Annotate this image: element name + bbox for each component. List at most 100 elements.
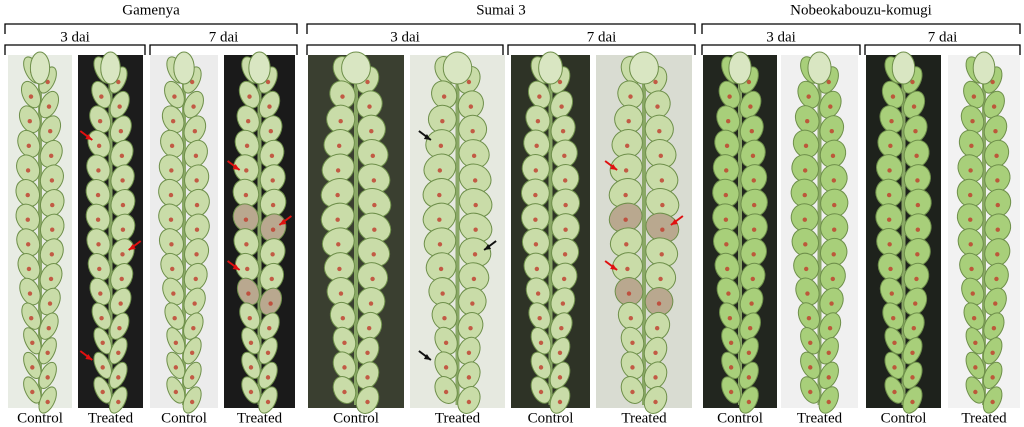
spot: [191, 325, 196, 331]
spot: [95, 217, 101, 222]
spot: [995, 252, 1000, 257]
spot: [724, 143, 730, 149]
spot: [116, 79, 121, 85]
spot: [831, 178, 837, 183]
spot: [471, 276, 477, 282]
spot: [915, 178, 920, 183]
spot: [189, 375, 195, 380]
spot: [750, 153, 756, 159]
spot: [659, 178, 665, 183]
spot: [193, 153, 199, 159]
spot: [442, 315, 447, 321]
panel-label: Control: [161, 410, 207, 426]
spot: [120, 178, 125, 183]
spot: [270, 227, 276, 232]
arrow-head: [279, 219, 287, 225]
spot: [971, 315, 977, 321]
spot: [562, 153, 567, 159]
spot: [466, 79, 472, 85]
spot: [653, 375, 658, 380]
panel-label: Treated: [621, 410, 667, 426]
panel-label: Control: [17, 410, 63, 426]
timepoint-bracket: [306, 44, 504, 55]
spot: [534, 143, 539, 149]
spot: [268, 129, 274, 134]
spot: [468, 325, 473, 331]
spikelet-center: [29, 51, 51, 85]
spikelet-center: [341, 51, 371, 85]
spot: [888, 266, 893, 272]
timepoint-label: 3 dai: [766, 29, 796, 45]
spot: [995, 202, 1000, 208]
spot: [910, 79, 915, 85]
spot: [100, 340, 105, 345]
spot: [45, 375, 50, 380]
spot: [746, 375, 752, 380]
spot: [826, 399, 831, 405]
spot: [95, 192, 101, 198]
spot: [96, 242, 101, 247]
spot: [660, 227, 665, 232]
spot: [990, 350, 995, 355]
spot: [995, 227, 1000, 232]
spot: [630, 389, 635, 395]
spot: [910, 350, 915, 355]
spot: [749, 129, 754, 134]
spot: [45, 399, 50, 405]
spot: [911, 104, 917, 109]
spot: [728, 389, 734, 395]
arrow-head: [610, 264, 618, 270]
spot: [369, 129, 374, 134]
spot: [830, 153, 836, 159]
spot: [244, 143, 250, 149]
spot: [168, 192, 174, 198]
spot: [194, 252, 199, 257]
spot: [248, 365, 254, 370]
spot: [170, 266, 175, 272]
spot: [247, 94, 252, 99]
spot: [194, 178, 199, 183]
spot: [338, 291, 344, 296]
spot: [267, 104, 272, 109]
spot: [243, 217, 249, 222]
spot: [243, 192, 249, 198]
spot: [726, 291, 731, 296]
spot: [829, 129, 834, 134]
spot: [891, 315, 896, 321]
spot: [443, 365, 449, 370]
arrow-head: [85, 134, 93, 140]
spot: [623, 168, 629, 173]
spot: [805, 291, 810, 296]
spot: [245, 266, 250, 272]
spot: [657, 129, 662, 134]
spot: [658, 276, 663, 282]
spot: [534, 266, 540, 272]
spot: [995, 178, 1000, 183]
spot: [723, 192, 729, 198]
spot: [365, 350, 370, 355]
spot: [746, 399, 752, 405]
spot: [120, 227, 126, 232]
spot: [336, 242, 341, 247]
spot: [969, 143, 974, 149]
arrow-head: [232, 164, 240, 170]
spot: [915, 227, 921, 232]
spot: [630, 340, 635, 345]
panel-label: Treated: [961, 410, 1007, 426]
spot: [828, 104, 833, 109]
spot: [270, 202, 276, 208]
spot: [914, 153, 919, 159]
spot: [533, 242, 539, 247]
group-bracket: [701, 23, 1021, 34]
spot: [557, 350, 563, 355]
spot: [443, 389, 449, 395]
spot: [655, 104, 660, 109]
spot: [973, 389, 978, 395]
spot: [628, 94, 633, 99]
spot: [172, 315, 177, 321]
group-title: Sumai 3: [476, 2, 526, 18]
spot: [340, 315, 346, 321]
spot: [26, 143, 31, 149]
spot: [625, 266, 630, 272]
spot: [889, 291, 894, 296]
